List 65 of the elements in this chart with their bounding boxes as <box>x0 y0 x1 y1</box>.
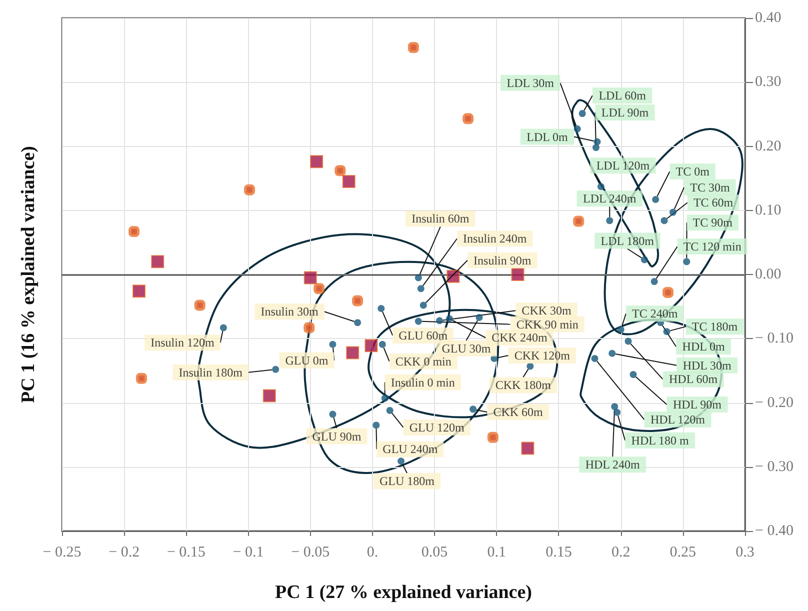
y-tick-label: 0.40 <box>755 10 782 26</box>
data-label: CKK 240m <box>492 330 548 345</box>
x-tick-label: − 0.05 <box>291 544 330 560</box>
data-label: TC 120 min <box>683 240 742 254</box>
y-tick-label: − 0.30 <box>755 458 794 475</box>
x-tick-label: − 0.2 <box>108 544 140 560</box>
x-tick-label: 0. <box>366 544 378 560</box>
data-label: LDL 120m <box>596 158 650 173</box>
y-tick-label: − 0.10 <box>755 330 794 347</box>
data-label: Insulin 90m <box>474 253 532 268</box>
y-tick-label: 0.30 <box>755 74 782 90</box>
data-label: CKK 60m <box>493 405 544 420</box>
data-label: GLU 240m <box>382 442 438 456</box>
data-label: TC 180m <box>692 320 738 334</box>
x-tick-label: − 0.1 <box>232 544 264 560</box>
data-label: GLU 90m <box>312 429 362 444</box>
data-label: Insulin 180m <box>178 365 244 380</box>
data-label: HDL 30m <box>682 358 732 372</box>
y-tick-label: − 0.20 <box>755 394 794 411</box>
data-label: Insulin 240m <box>463 232 528 246</box>
data-label: LDL 90m <box>601 106 650 120</box>
y-tick-label: 0.00 <box>755 266 782 282</box>
y-tick-label: − 0.40 <box>755 523 794 539</box>
data-label: HDL 120m <box>650 412 706 427</box>
data-label: CKK 180m <box>495 378 552 392</box>
x-tick-label: 0.2 <box>611 544 630 560</box>
x-tick-label: − 0.15 <box>166 544 206 560</box>
data-label: HDL 60m <box>668 372 718 386</box>
x-tick-label: 0.1 <box>487 544 506 560</box>
data-label: TC 60m <box>693 196 734 210</box>
x-axis-title: PC 1 (27 % explained variance) <box>274 582 532 603</box>
data-label: GLU 0m <box>285 353 329 368</box>
y-axis-title: PC 1 (16 % explained variance) <box>18 146 39 404</box>
data-label: HDL 240m <box>585 458 641 472</box>
data-label: HDL 180 m <box>631 433 690 448</box>
y-tick-label: 0.20 <box>755 138 782 154</box>
x-tick-label: 0.05 <box>421 544 448 560</box>
data-label: LDL 0m <box>526 130 568 144</box>
data-label: LDL 60m <box>598 88 647 103</box>
data-label: GLU 60m <box>398 328 448 342</box>
x-tick-label: 0.3 <box>736 544 754 560</box>
data-label: CKK 0 min <box>395 354 452 368</box>
x-tick-label: 0.25 <box>670 544 696 560</box>
data-label: GLU 30m <box>442 341 492 356</box>
data-label: TC 90m <box>692 216 734 230</box>
data-label: GLU 180m <box>380 474 436 488</box>
data-label: GLU 120m <box>409 420 465 434</box>
data-label: CKK 120m <box>514 348 571 363</box>
data-label: LDL 30m <box>506 76 555 90</box>
data-label: CKK 30m <box>522 304 572 318</box>
data-label: HDL 0m <box>682 340 726 354</box>
data-label: Insulin 60m <box>412 212 470 226</box>
data-label: TC 240m <box>632 306 678 321</box>
x-tick-label: 0.15 <box>546 544 572 560</box>
data-label: Insulin 30m <box>260 304 320 319</box>
data-label: HDL 90m <box>672 398 722 412</box>
data-label: CKK 90 min <box>516 317 578 332</box>
data-label: TC 0m <box>676 164 710 178</box>
data-label: LDL 180m <box>600 234 655 248</box>
data-label: Insulin 0 min <box>390 375 455 390</box>
y-tick-label: 0.10 <box>755 202 782 218</box>
data-label: LDL 240m <box>583 192 637 206</box>
data-label: TC 30m <box>690 180 730 194</box>
data-label: Insulin 120m <box>150 336 215 350</box>
x-tick-label: − 0.25 <box>42 544 82 560</box>
